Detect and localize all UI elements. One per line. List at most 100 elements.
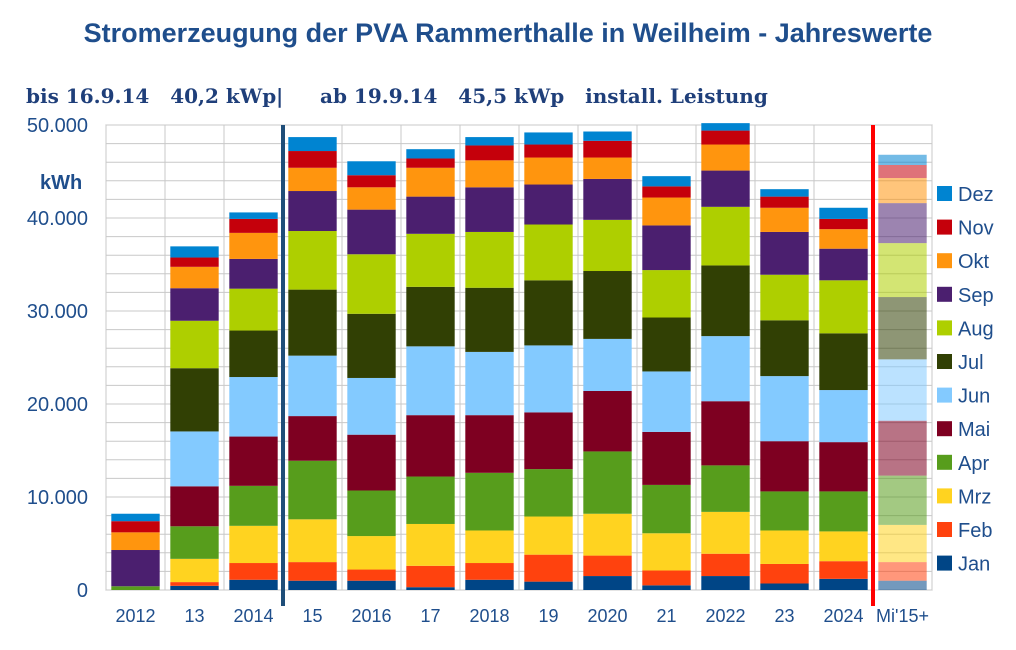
bar-segment-nov — [288, 151, 337, 168]
bar-segment-okt — [583, 157, 632, 179]
x-tick-label: 2012 — [115, 606, 155, 626]
legend-swatch — [937, 186, 952, 201]
bar-segment-sep — [288, 191, 337, 232]
bar-segment-feb — [760, 563, 809, 584]
bar-segment-mai — [701, 401, 750, 466]
bar-segment-aug — [524, 224, 573, 281]
bar-segment-feb — [583, 555, 632, 577]
bar-segment-okt — [288, 167, 337, 192]
bar-segment-feb — [819, 561, 868, 579]
legend-swatch — [937, 555, 952, 571]
bar-segment-aug — [701, 206, 750, 266]
bar-segment-apr — [760, 491, 809, 531]
y-axis-label: kWh — [40, 172, 82, 194]
bar-segment-nov — [701, 130, 750, 145]
y-tick-label: 50.000 — [27, 115, 88, 137]
bar-segment-sep — [406, 196, 455, 234]
bar-segment-feb — [465, 563, 514, 580]
bar-segment-jun — [347, 377, 396, 435]
bar-segment-dez — [347, 161, 396, 176]
bar-segment-jan — [642, 585, 691, 590]
bar-segment-feb — [642, 570, 691, 586]
legend-label: Dez — [958, 184, 994, 206]
legend-swatch — [937, 354, 952, 369]
bar-segment-okt — [642, 197, 691, 226]
legend-swatch — [937, 387, 952, 403]
legend-label: Feb — [958, 520, 992, 542]
x-tick-label: 2022 — [705, 606, 745, 626]
bar-segment-jun — [465, 351, 514, 416]
bar-segment-dez — [878, 154, 927, 165]
bar-segment-jan — [229, 579, 278, 590]
bar-segment-nov — [347, 175, 396, 188]
legend-label: Jul — [958, 352, 984, 374]
bar-segment-dez — [465, 137, 514, 146]
x-tick-label: 2018 — [469, 606, 509, 626]
bar-segment-jun — [524, 345, 573, 413]
legend-label: Mrz — [958, 486, 991, 508]
bar-segment-jul — [406, 286, 455, 347]
bar-segment-sep — [642, 225, 691, 271]
bar-segment-jul — [229, 330, 278, 378]
bar-segment-okt — [347, 187, 396, 210]
bar-segment-jul — [170, 368, 219, 432]
legend-label: Nov — [958, 218, 994, 240]
bar-segment-apr — [878, 475, 927, 525]
bar-segment-mrz — [701, 511, 750, 554]
bar-segment-dez — [760, 189, 809, 197]
bar-segment-sep — [760, 231, 809, 275]
bar-segment-jan — [760, 583, 809, 590]
subtitle-right: ab 19.9.14 45,5 kWp install. Leistung — [320, 84, 768, 108]
bar-segment-sep — [878, 203, 927, 244]
x-tick-label: 2014 — [233, 606, 273, 626]
bar-segment-sep — [111, 550, 160, 587]
bar-segment-apr — [347, 490, 396, 537]
bar-segment-jun — [701, 336, 750, 402]
bar-segment-nov — [111, 521, 160, 533]
x-tick-label: 2024 — [823, 606, 863, 626]
bar-segment-feb — [878, 562, 927, 581]
subtitle-separator: | — [276, 84, 284, 108]
legend-swatch — [937, 454, 952, 470]
bar-segment-sep — [170, 288, 219, 321]
bar-segment-mrz — [583, 513, 632, 556]
bar-segment-aug — [229, 288, 278, 331]
bar-segment-okt — [524, 157, 573, 185]
bar-segment-jun — [642, 371, 691, 432]
bar-segment-nov — [878, 164, 927, 179]
bar-segment-dez — [288, 137, 337, 152]
bar-segment-apr — [583, 451, 632, 514]
bar-segment-jun — [288, 355, 337, 417]
bar-segment-mai — [406, 415, 455, 477]
bar-segment-aug — [878, 243, 927, 298]
bar-segment-nov — [524, 144, 573, 158]
bar-segment-nov — [406, 158, 455, 168]
bar-segment-jan — [878, 580, 927, 590]
bar-segment-feb — [170, 582, 219, 586]
bar-segment-jul — [642, 317, 691, 372]
bar-segment-apr — [465, 472, 514, 531]
y-tick-label: 30.000 — [27, 301, 88, 323]
bar-segment-apr — [288, 460, 337, 520]
bar-segment-feb — [229, 563, 278, 580]
bar-segment-apr — [524, 469, 573, 517]
bar-segment-jan — [524, 581, 573, 590]
bar-segment-jan — [819, 578, 868, 590]
bar-segment-mai — [760, 441, 809, 492]
bar-segment-jun — [760, 376, 809, 442]
bar-segment-okt — [878, 178, 927, 204]
bar-segment-jul — [524, 280, 573, 346]
y-tick-label: 20.000 — [27, 394, 88, 416]
bar-segment-apr — [819, 491, 868, 532]
bar-segment-okt — [170, 266, 219, 289]
legend-swatch — [937, 253, 952, 269]
bar-segment-jun — [170, 431, 219, 487]
legend-label: Jan — [958, 554, 990, 576]
bar-segment-mai — [229, 436, 278, 486]
bar-segment-sep — [524, 184, 573, 225]
y-tick-label: 40.000 — [27, 208, 88, 230]
bar-segment-mai — [170, 486, 219, 527]
bar-segment-jan — [465, 579, 514, 590]
legend-label: Apr — [958, 453, 989, 475]
legend-swatch — [937, 522, 952, 537]
